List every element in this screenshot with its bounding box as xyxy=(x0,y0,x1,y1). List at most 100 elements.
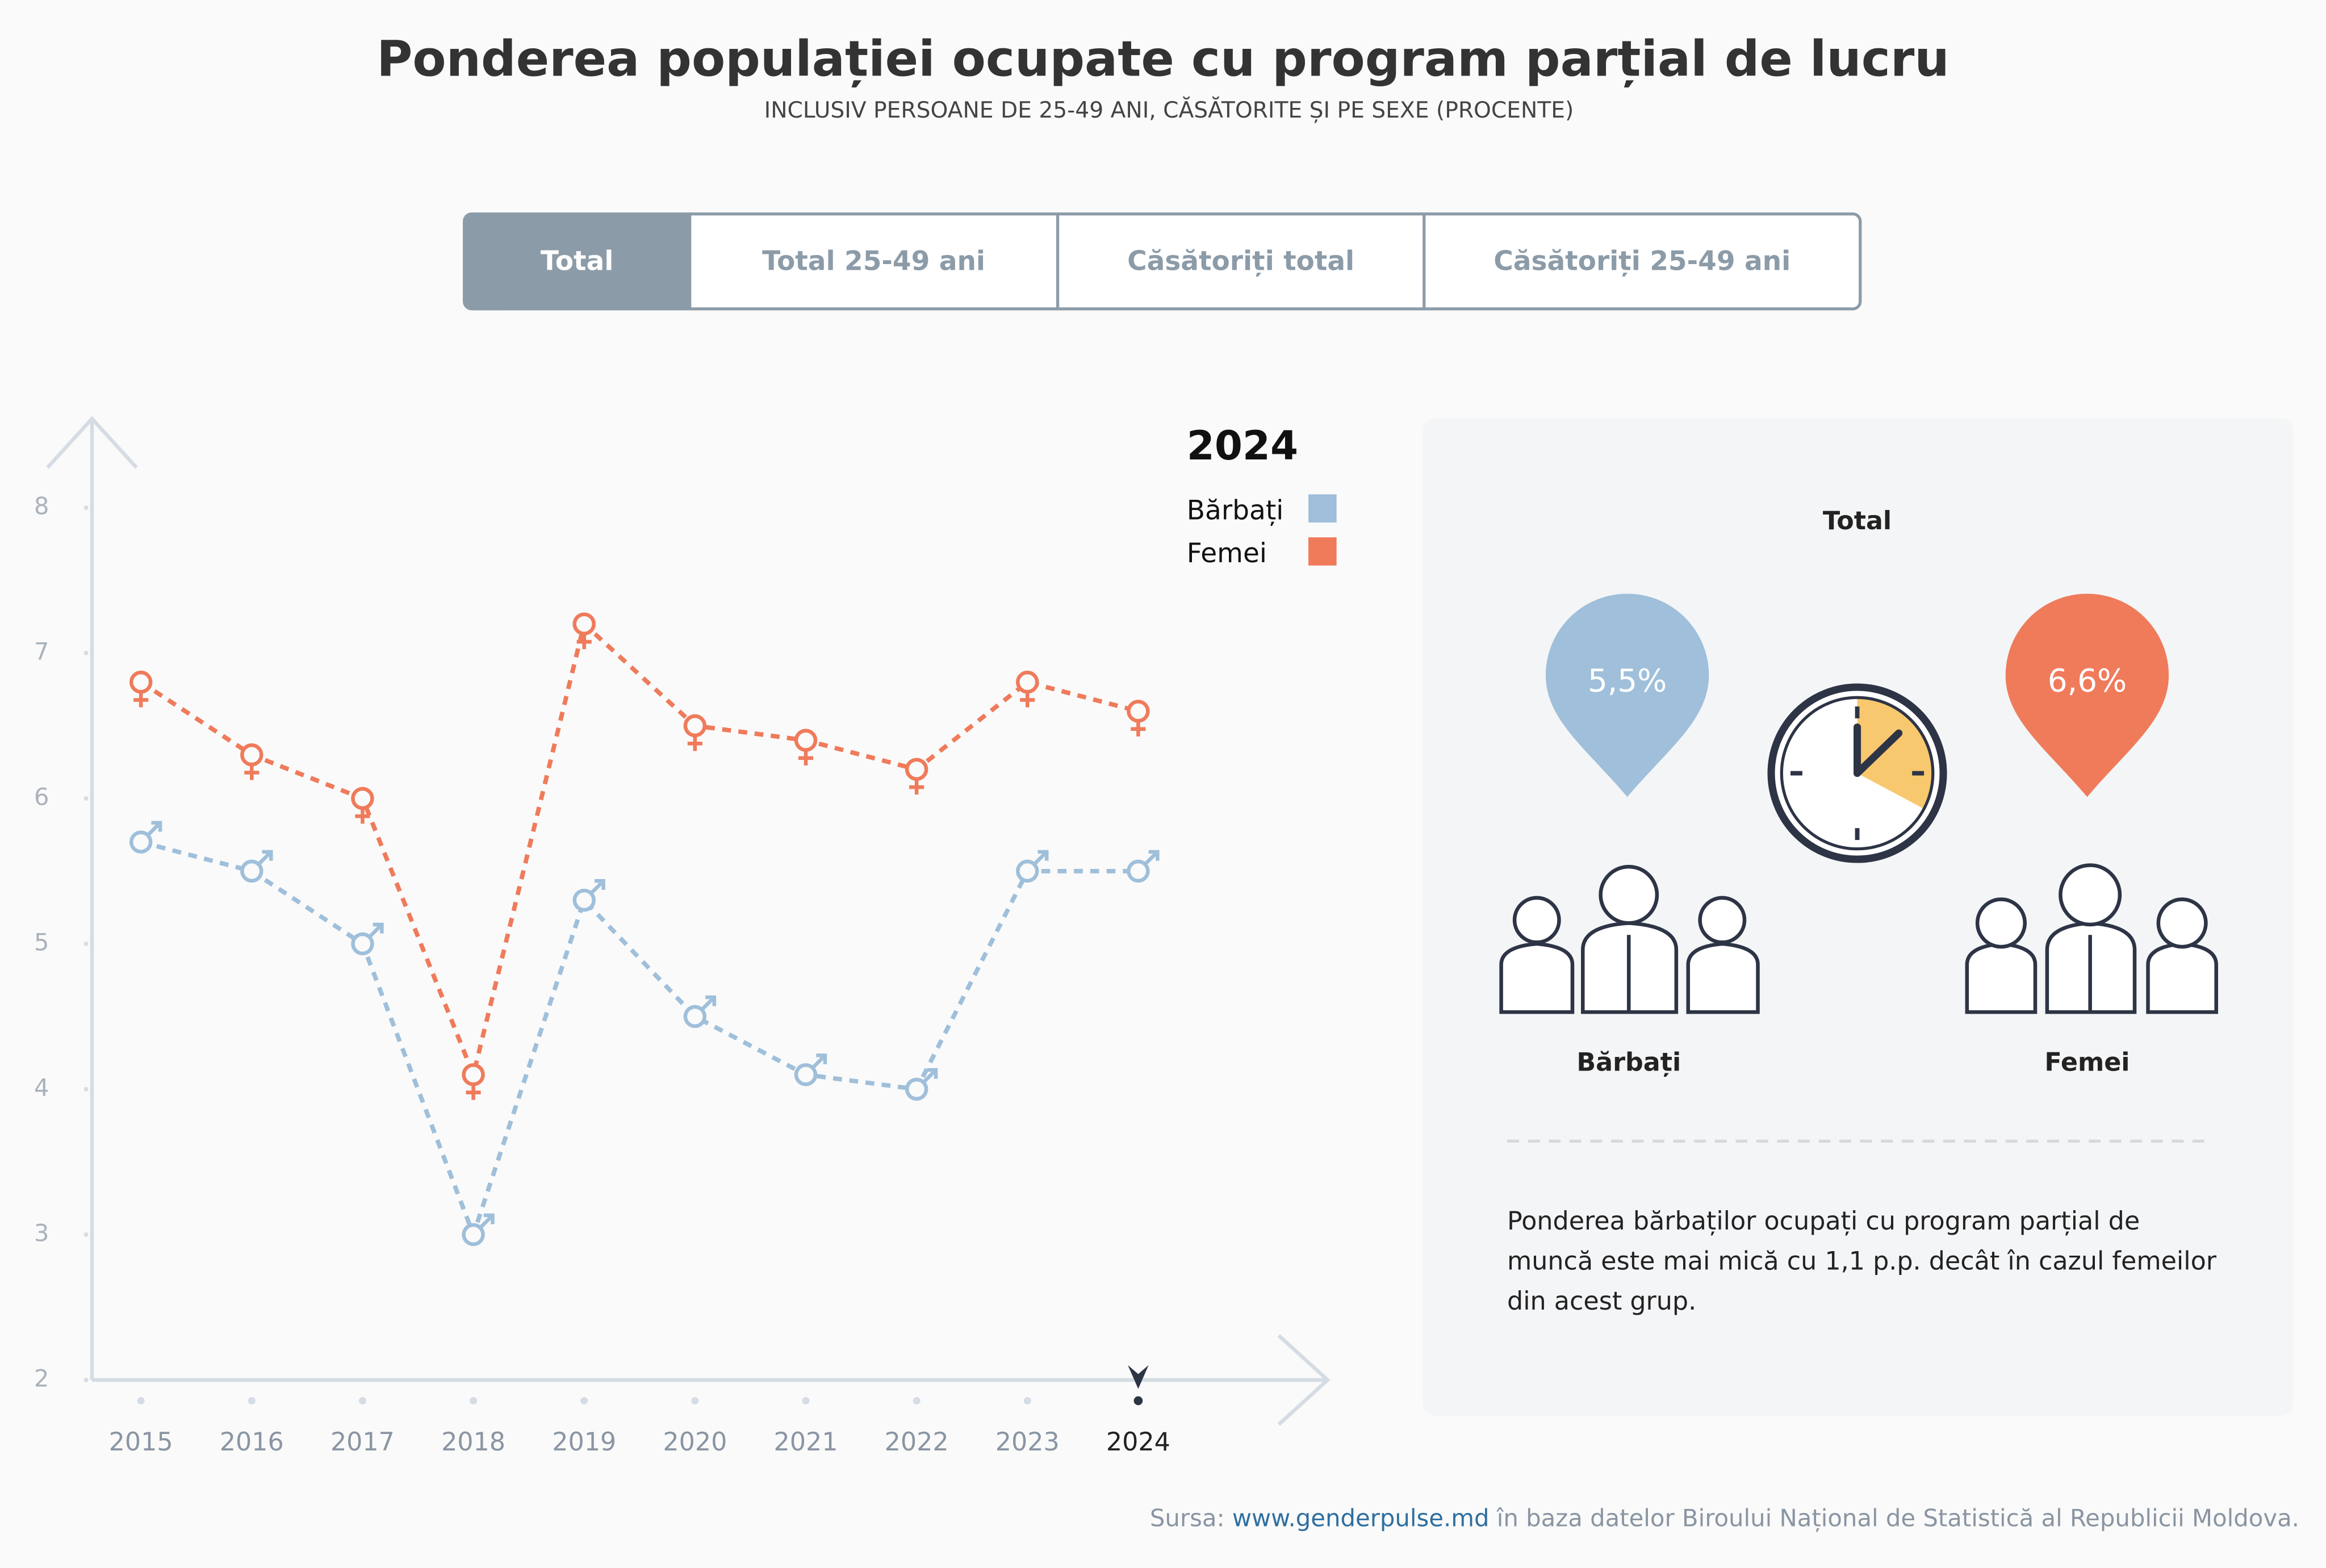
marker-circle xyxy=(905,1077,928,1101)
point-marker xyxy=(683,714,707,751)
point-marker xyxy=(794,729,818,766)
marker-circle xyxy=(572,612,596,635)
marker-symbol xyxy=(687,736,702,751)
y-tick xyxy=(83,1087,89,1092)
x-tick-dot xyxy=(1133,1396,1143,1406)
note-line: Ponderea bărbaților ocupați cu program p… xyxy=(1507,1207,2140,1236)
marker-circle xyxy=(683,714,707,738)
x-tick-dot xyxy=(913,1396,921,1405)
tab-label[interactable]: Căsătoriți 25-49 ani xyxy=(1494,245,1790,277)
y-tick xyxy=(83,942,89,946)
series-line xyxy=(140,839,1139,1241)
y-tick xyxy=(83,651,89,655)
tab-label[interactable]: Total xyxy=(541,245,613,277)
y-tick-label: 8 xyxy=(34,492,49,520)
marker-symbol xyxy=(1033,850,1049,865)
marker-symbol xyxy=(479,1213,495,1229)
subtitle: INCLUSIV PERSOANE DE 25-49 ANI, CĂSĂTORI… xyxy=(764,97,1574,123)
marker-circle xyxy=(1015,859,1039,883)
point-marker xyxy=(1015,850,1049,883)
y-tick xyxy=(83,1378,89,1382)
marker-symbol xyxy=(1020,692,1035,708)
marker-circle xyxy=(351,932,374,956)
marker-symbol xyxy=(244,765,260,780)
marker-symbol xyxy=(133,692,149,708)
source-text: în baza datelor Biroului Național de Sta… xyxy=(1496,1504,2299,1532)
marker-circle xyxy=(129,830,153,854)
marker-circle xyxy=(240,859,263,883)
legend-swatch xyxy=(1308,494,1337,523)
x-tick-label: 2021 xyxy=(773,1428,838,1457)
x-tick-dot xyxy=(358,1396,366,1405)
x-tick-label: 2016 xyxy=(220,1428,284,1457)
legend-label: Bărbați xyxy=(1187,495,1284,526)
point-marker xyxy=(905,758,928,795)
men-value: 5,5% xyxy=(1588,662,1667,699)
panel-title: Total xyxy=(1823,507,1892,536)
tab-active[interactable] xyxy=(464,214,690,309)
point-marker xyxy=(683,995,717,1028)
men-drop xyxy=(1545,593,1709,797)
x-tick-dot xyxy=(248,1396,256,1405)
marker-symbol xyxy=(258,850,273,865)
y-tick xyxy=(83,505,89,510)
note-line: muncă este mai mică cu 1,1 p.p. decât în… xyxy=(1507,1247,2217,1276)
marker-symbol xyxy=(147,821,162,836)
marker-symbol xyxy=(576,634,592,650)
clock-icon xyxy=(1767,683,1947,863)
x-tick-label: 2023 xyxy=(995,1428,1060,1457)
x-tick-label: 2022 xyxy=(885,1428,949,1457)
marker-symbol xyxy=(922,1068,938,1084)
point-marker xyxy=(351,922,384,956)
marker-symbol xyxy=(369,922,384,938)
point-marker xyxy=(129,670,153,708)
marker-circle xyxy=(794,1063,818,1086)
source: Sursa: www.genderpulse.md în baza datelo… xyxy=(1150,1504,2299,1532)
chart: 2 3 4 5 6 7 8 2015 2016 2017 2018 2019 2020 2021 2022 2… xyxy=(34,416,1337,1457)
x-tick-dot xyxy=(137,1396,145,1405)
marker-circle xyxy=(683,1005,707,1028)
tab-label[interactable]: Total 25-49 ani xyxy=(762,245,985,277)
x-tick-dot xyxy=(1023,1396,1031,1405)
marker-symbol xyxy=(798,750,814,766)
x-tick-dot xyxy=(802,1396,810,1405)
x-tick-dot xyxy=(580,1396,588,1405)
marker-circle xyxy=(240,743,263,767)
women-value: 6,6% xyxy=(2048,662,2127,699)
y-tick-label: 5 xyxy=(34,928,49,956)
marker-circle xyxy=(1015,670,1039,694)
point-marker xyxy=(240,850,273,883)
point-marker xyxy=(905,1068,938,1101)
y-tick-label: 6 xyxy=(34,783,49,810)
marker-circle xyxy=(794,729,818,752)
y-tick xyxy=(83,796,89,801)
legend-title: 2024 xyxy=(1187,423,1298,469)
marker-symbol xyxy=(355,809,370,824)
x-tick-label: 2017 xyxy=(331,1428,395,1457)
marker-circle xyxy=(1127,859,1150,883)
y-axis xyxy=(46,416,138,1380)
note-line: din acest grup. xyxy=(1507,1287,1696,1316)
y-tick-label: 7 xyxy=(34,637,49,665)
y-tick-label: 4 xyxy=(34,1073,49,1101)
x-tick-dot xyxy=(470,1396,478,1405)
point-marker xyxy=(572,879,605,912)
point-marker xyxy=(240,743,263,780)
women-icon xyxy=(1965,863,2218,1014)
men-icon xyxy=(1499,864,1760,1014)
y-tick-label: 2 xyxy=(34,1364,49,1392)
marker-symbol xyxy=(466,1085,481,1100)
x-tick-label: 2015 xyxy=(109,1428,173,1457)
selected-pointer xyxy=(1128,1365,1149,1389)
point-marker xyxy=(129,821,162,854)
tab-label[interactable]: Căsătoriți total xyxy=(1127,245,1354,277)
marker-circle xyxy=(572,888,596,912)
y-tick xyxy=(83,1232,89,1237)
x-tick-label: 2018 xyxy=(441,1428,505,1457)
marker-circle xyxy=(129,670,153,694)
marker-circle xyxy=(351,787,374,810)
x-tick-dot xyxy=(691,1396,699,1405)
point-marker xyxy=(1015,670,1039,708)
marker-symbol xyxy=(811,1053,827,1069)
source-link[interactable]: www.genderpulse.md xyxy=(1232,1504,1490,1532)
